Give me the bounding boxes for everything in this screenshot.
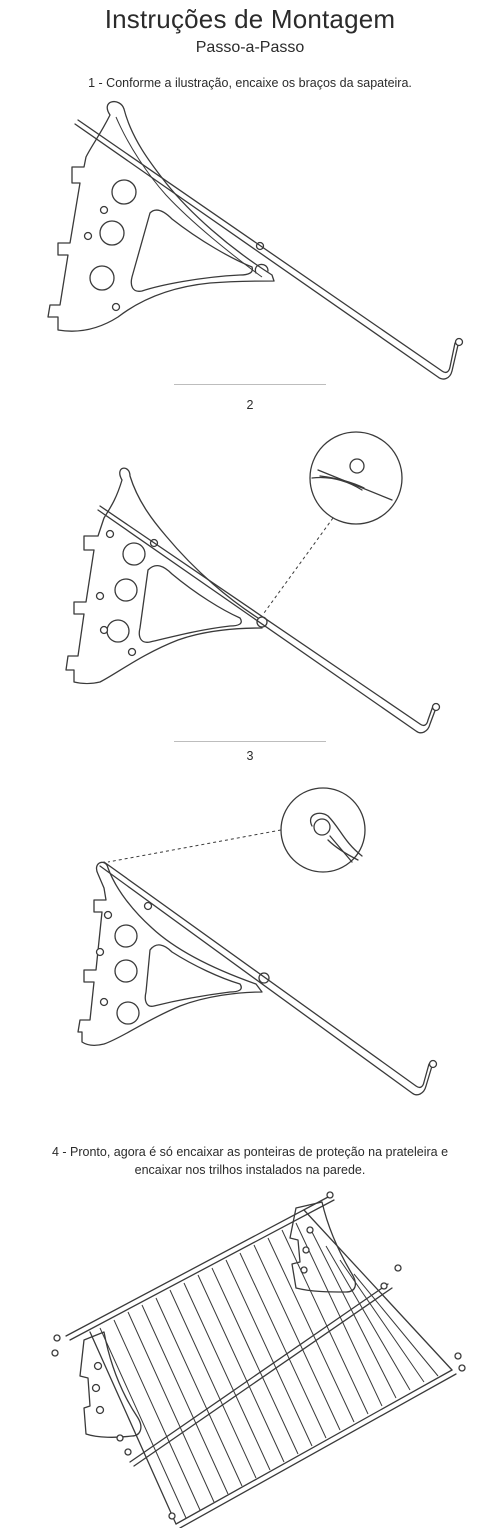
step-3-number: 3: [246, 749, 254, 763]
divider-2: [174, 741, 326, 742]
step-4-instruction-line-1: 4 - Pronto, agora é só encaixar as ponte…: [51, 1145, 449, 1159]
step-4-instruction-line-2: encaixar nos trilhos instalados na pared…: [134, 1163, 366, 1177]
step-3-illustration: [77, 787, 438, 1096]
detail-magnifier-2: [309, 431, 403, 525]
step-1-instruction: 1 - Conforme a ilustração, encaixe os br…: [88, 76, 412, 90]
step-1-illustration: [47, 101, 464, 380]
page-title: Instruções de Montagem: [104, 4, 396, 34]
page-subtitle: Passo-a-Passo: [195, 39, 305, 56]
step-2-number: 2: [246, 398, 254, 412]
step-2-illustration: [65, 431, 441, 734]
step-4-illustration: [51, 1191, 466, 1528]
divider-1: [174, 384, 326, 385]
